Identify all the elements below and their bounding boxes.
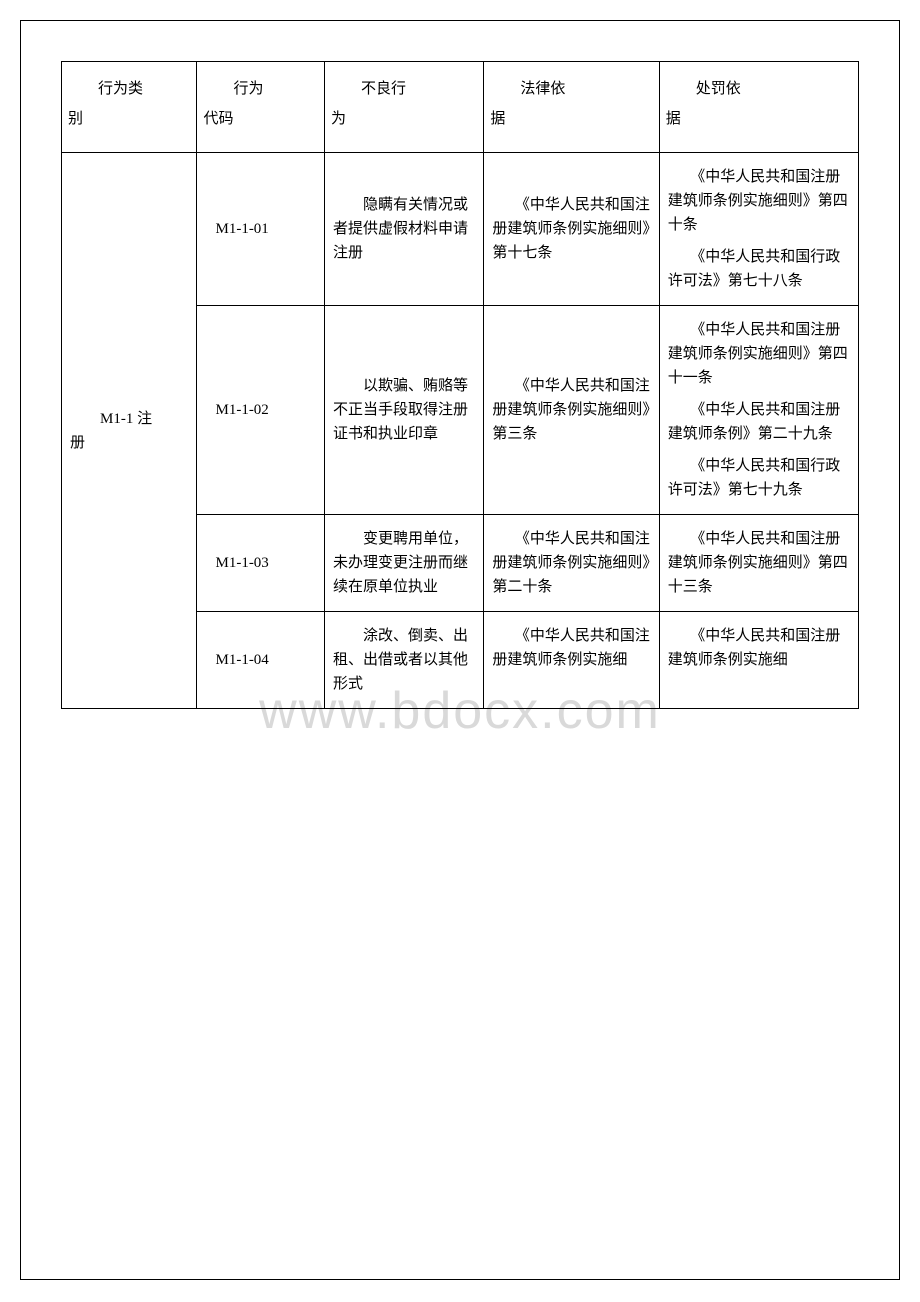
code-text: M1-1-02 [215, 402, 268, 418]
penalty-text: 《中华人民共和国注册建筑师条例》第二十九条 [668, 398, 850, 446]
behavior-cell: 隐瞒有关情况或者提供虚假材料申请注册 [325, 153, 484, 306]
header-category: 行为类 别 [62, 62, 197, 153]
table-header-row: 行为类 别 行为 代码 不良行 为 法律依 据 处罚依 据 [62, 62, 859, 153]
penalty-cell: 《中华人民共和国注册建筑师条例实施细则》第四十一条 《中华人民共和国注册建筑师条… [659, 306, 858, 515]
behavior-cell: 以欺骗、贿赂等不正当手段取得注册证书和执业印章 [325, 306, 484, 515]
behavior-text: 以欺骗、贿赂等不正当手段取得注册证书和执业印章 [331, 370, 477, 450]
code-cell: M1-1-04 [197, 612, 325, 709]
header-label: 法律依 [490, 74, 652, 104]
behavior-text: 涂改、倒卖、出租、出借或者以其他形式 [331, 620, 477, 700]
header-legal: 法律依 据 [484, 62, 659, 153]
header-penalty: 处罚依 据 [659, 62, 858, 153]
header-label: 处罚依 [666, 74, 852, 104]
behavior-cell: 变更聘用单位，未办理变更注册而继续在原单位执业 [325, 515, 484, 612]
document-page: www.bdocx.com 行为类 别 行为 代码 不良行 为 [20, 20, 900, 1280]
penalty-cell: 《中华人民共和国注册建筑师条例实施细则》第四十三条 [659, 515, 858, 612]
category-text: M1-1 注 [70, 411, 152, 427]
category-cell: M1-1 注 册 [62, 153, 197, 709]
category-text: 册 [70, 435, 85, 451]
penalty-cell: 《中华人民共和国注册建筑师条例实施细 [659, 612, 858, 709]
code-cell: M1-1-03 [197, 515, 325, 612]
code-cell: M1-1-01 [197, 153, 325, 306]
header-behavior: 不良行 为 [325, 62, 484, 153]
legal-text: 《中华人民共和国注册建筑师条例实施细则》第十七条 [490, 189, 652, 269]
header-label: 代码 [203, 104, 318, 134]
legal-cell: 《中华人民共和国注册建筑师条例实施细则》第二十条 [484, 515, 659, 612]
code-text: M1-1-04 [215, 652, 268, 668]
header-label: 不良行 [331, 74, 477, 104]
penalty-text: 《中华人民共和国注册建筑师条例实施细则》第四十条 [668, 165, 850, 237]
table-row: M1-1 注 册 M1-1-01 隐瞒有关情况或者提供虚假材料申请注册 《中华人… [62, 153, 859, 306]
penalty-text: 《中华人民共和国行政许可法》第七十九条 [668, 454, 850, 502]
header-label: 据 [666, 104, 852, 134]
penalty-text: 《中华人民共和国注册建筑师条例实施细 [668, 624, 850, 672]
penalty-text: 《中华人民共和国注册建筑师条例实施细则》第四十一条 [668, 318, 850, 390]
header-code: 行为 代码 [197, 62, 325, 153]
code-text: M1-1-01 [215, 221, 268, 237]
penalty-text: 《中华人民共和国行政许可法》第七十八条 [668, 245, 850, 293]
legal-text: 《中华人民共和国注册建筑师条例实施细 [490, 620, 652, 676]
legal-text: 《中华人民共和国注册建筑师条例实施细则》第二十条 [490, 523, 652, 603]
behavior-text: 变更聘用单位，未办理变更注册而继续在原单位执业 [331, 523, 477, 603]
header-label: 别 [68, 104, 190, 134]
legal-cell: 《中华人民共和国注册建筑师条例实施细则》第三条 [484, 306, 659, 515]
regulation-table: 行为类 别 行为 代码 不良行 为 法律依 据 处罚依 据 [61, 61, 859, 709]
penalty-text: 《中华人民共和国注册建筑师条例实施细则》第四十三条 [668, 527, 850, 599]
header-label: 为 [331, 104, 477, 134]
code-cell: M1-1-02 [197, 306, 325, 515]
legal-cell: 《中华人民共和国注册建筑师条例实施细 [484, 612, 659, 709]
legal-cell: 《中华人民共和国注册建筑师条例实施细则》第十七条 [484, 153, 659, 306]
header-label: 行为 [203, 74, 318, 104]
header-label: 行为类 [68, 74, 190, 104]
penalty-cell: 《中华人民共和国注册建筑师条例实施细则》第四十条 《中华人民共和国行政许可法》第… [659, 153, 858, 306]
behavior-text: 隐瞒有关情况或者提供虚假材料申请注册 [331, 189, 477, 269]
behavior-cell: 涂改、倒卖、出租、出借或者以其他形式 [325, 612, 484, 709]
code-text: M1-1-03 [215, 555, 268, 571]
header-label: 据 [490, 104, 652, 134]
legal-text: 《中华人民共和国注册建筑师条例实施细则》第三条 [490, 370, 652, 450]
